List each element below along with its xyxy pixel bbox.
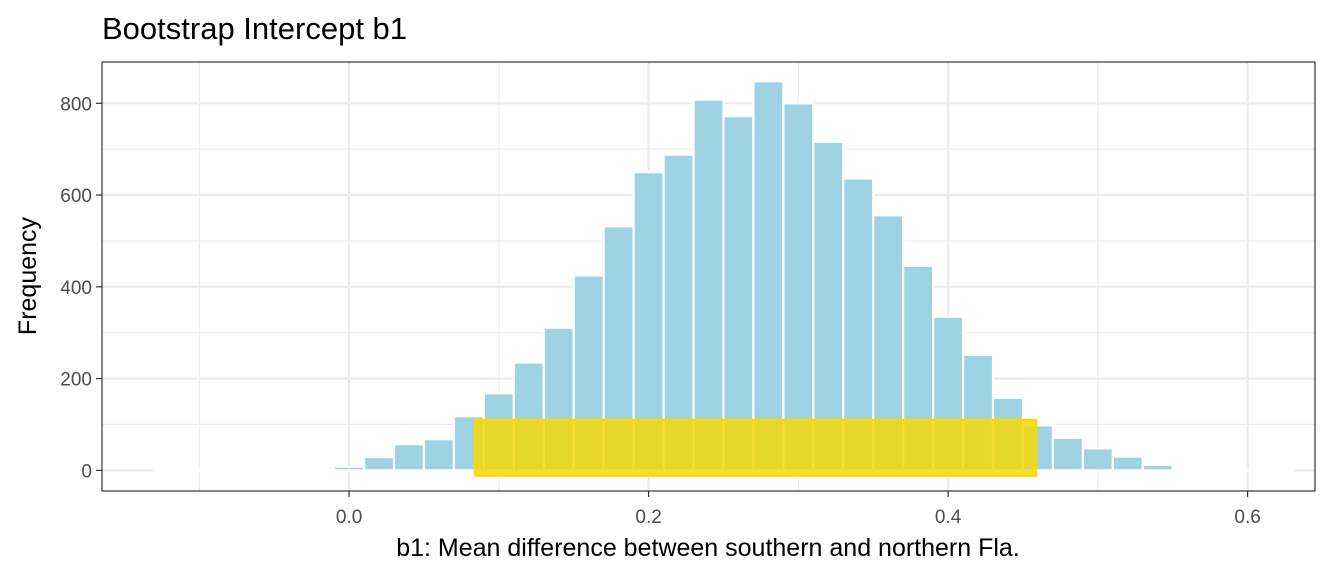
x-tick-label: 0.4 [935,507,962,528]
histogram-bar [782,102,815,472]
histogram-bar [243,468,276,472]
histogram-bar [1261,468,1294,472]
histogram-bar [662,153,695,472]
histogram-bar [422,438,456,472]
y-tick-label: 800 [60,94,92,115]
panel-border [101,61,1316,492]
x-tick-label: 0.2 [635,507,661,528]
y-tick-label: 400 [60,278,92,299]
histogram-bar [1141,463,1174,472]
histogram-bar [333,465,366,472]
interval-layer [473,418,1038,477]
histogram-bar [1111,455,1144,472]
histogram-bar [1081,447,1114,472]
histogram-bar [273,468,306,472]
y-axis: 0 200 400 600 800 [60,94,102,482]
y-tick-label: 200 [60,370,92,391]
histogram-bar [1231,468,1264,472]
y-tick-label: 0 [81,461,92,482]
histogram-bar [1171,467,1204,472]
histogram-bar [303,467,336,472]
histogram-bar [752,80,785,472]
histogram-bar [362,455,396,472]
histogram-bar [1201,468,1234,472]
histogram-bar [153,468,186,472]
histogram-bar [183,468,216,472]
x-tick-label: 0.6 [1234,507,1260,528]
chart-title: Bootstrap Intercept b1 [102,11,407,46]
histogram-bar [692,98,725,472]
histogram-bar [722,115,755,472]
x-axis: 0.0 0.2 0.4 0.6 [336,491,1261,528]
histogram-bar [812,140,845,472]
x-axis-title: b1: Mean difference between southern and… [396,534,1020,562]
histogram-bars [153,80,1294,472]
y-tick-label: 600 [60,186,92,207]
x-tick-label: 0.0 [336,507,362,528]
y-axis-title: Frequency [14,216,42,335]
histogram-bar [1051,436,1084,472]
histogram-bar [392,443,426,472]
confidence-interval-band [473,418,1038,477]
histogram-bar [213,468,246,472]
